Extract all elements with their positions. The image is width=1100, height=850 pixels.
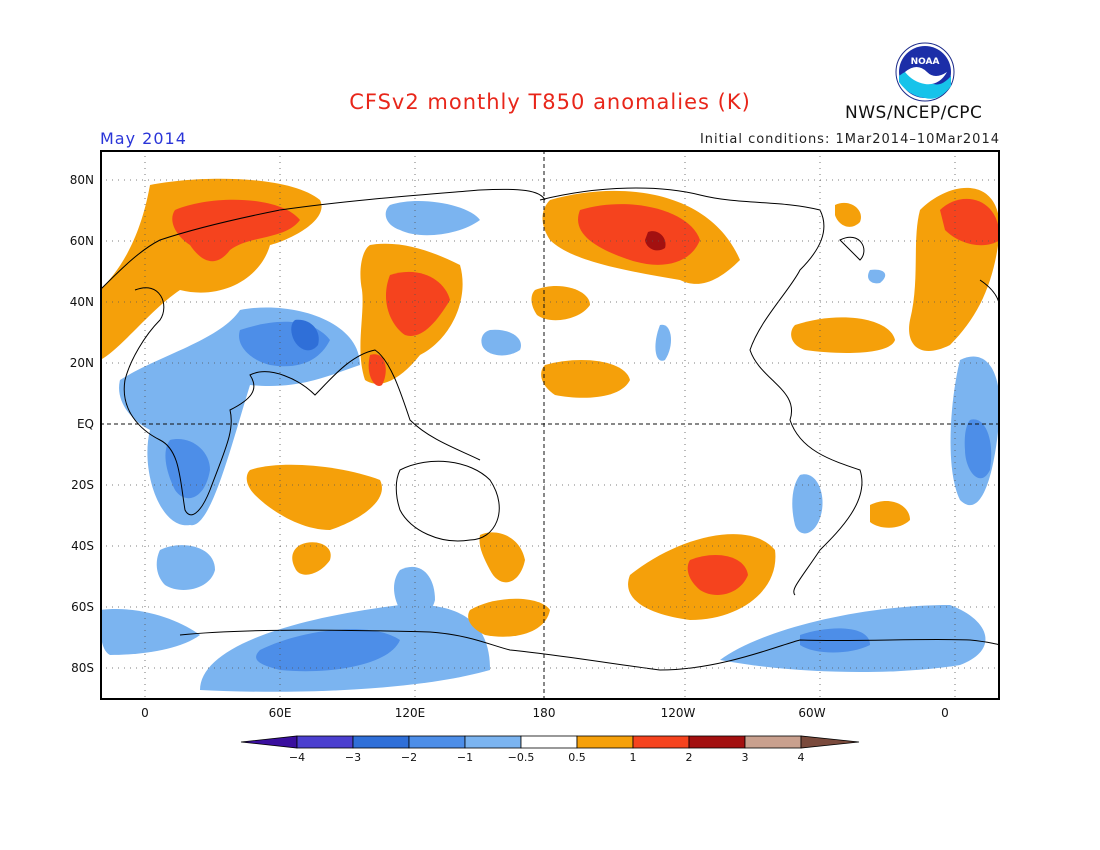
colorbar-segment xyxy=(688,735,746,749)
lat-label: 40S xyxy=(71,539,94,553)
colorbar-right-arrow xyxy=(800,735,860,749)
lon-label: 0 xyxy=(141,706,149,720)
map-border xyxy=(100,150,1000,700)
colorbar-segment xyxy=(408,735,466,749)
lon-label: 180 xyxy=(532,706,556,720)
color-scale-bar xyxy=(240,735,860,749)
colorbar-segment xyxy=(520,735,578,749)
lat-label: 60N xyxy=(69,234,94,248)
lat-label: 20S xyxy=(71,478,94,492)
colorbar-label: 3 xyxy=(741,751,749,764)
colorbar-segment xyxy=(296,735,354,749)
colorbar-label: −0.5 xyxy=(507,751,535,764)
strong-warm-anomaly-regions xyxy=(172,198,1000,595)
colorbar-segment xyxy=(576,735,634,749)
graticule xyxy=(100,150,1000,700)
colorbar-label: −1 xyxy=(456,751,474,764)
map-title: CFSv2 monthly T850 anomalies (K) xyxy=(349,90,751,114)
strongest-cool-anomaly-regions xyxy=(291,319,319,351)
colorbar-left-arrow xyxy=(240,735,298,749)
lon-label: 60E xyxy=(268,706,292,720)
lat-label: 80N xyxy=(69,173,94,187)
colorbar-label: −2 xyxy=(400,751,418,764)
lon-label: 0 xyxy=(941,706,949,720)
colorbar-label: −4 xyxy=(288,751,306,764)
strongest-warm-anomaly-regions xyxy=(645,231,666,251)
lat-label: 80S xyxy=(71,661,94,675)
lon-label: 120E xyxy=(394,706,426,720)
colorbar-segment xyxy=(464,735,522,749)
colorbar-label: 1 xyxy=(629,751,637,764)
lat-label: 40N xyxy=(69,295,94,309)
colorbar-label: 4 xyxy=(797,751,805,764)
colorbar-segment xyxy=(352,735,410,749)
coastlines xyxy=(100,187,1000,671)
lat-label: EQ xyxy=(76,417,94,431)
lat-label: 60S xyxy=(71,600,94,614)
lat-label: 20N xyxy=(69,356,94,370)
forecast-month-label: May 2014 xyxy=(100,129,187,148)
colorbar-segment xyxy=(632,735,690,749)
lon-label: 60W xyxy=(798,706,826,720)
anomaly-map xyxy=(100,150,1000,700)
colorbar-label: 0.5 xyxy=(568,751,586,764)
color-scale-segments xyxy=(240,735,860,749)
colorbar-label: −3 xyxy=(344,751,362,764)
agency-label: NWS/NCEP/CPC xyxy=(845,103,983,123)
initial-conditions-label: Initial conditions: 1Mar2014–10Mar2014 xyxy=(699,132,1000,147)
colorbar-segment xyxy=(744,735,802,749)
noaa-logo-icon: NOAA xyxy=(895,42,955,102)
lon-label: 120W xyxy=(660,706,696,720)
logo-text: NOAA xyxy=(911,57,940,67)
colorbar-label: 2 xyxy=(685,751,693,764)
